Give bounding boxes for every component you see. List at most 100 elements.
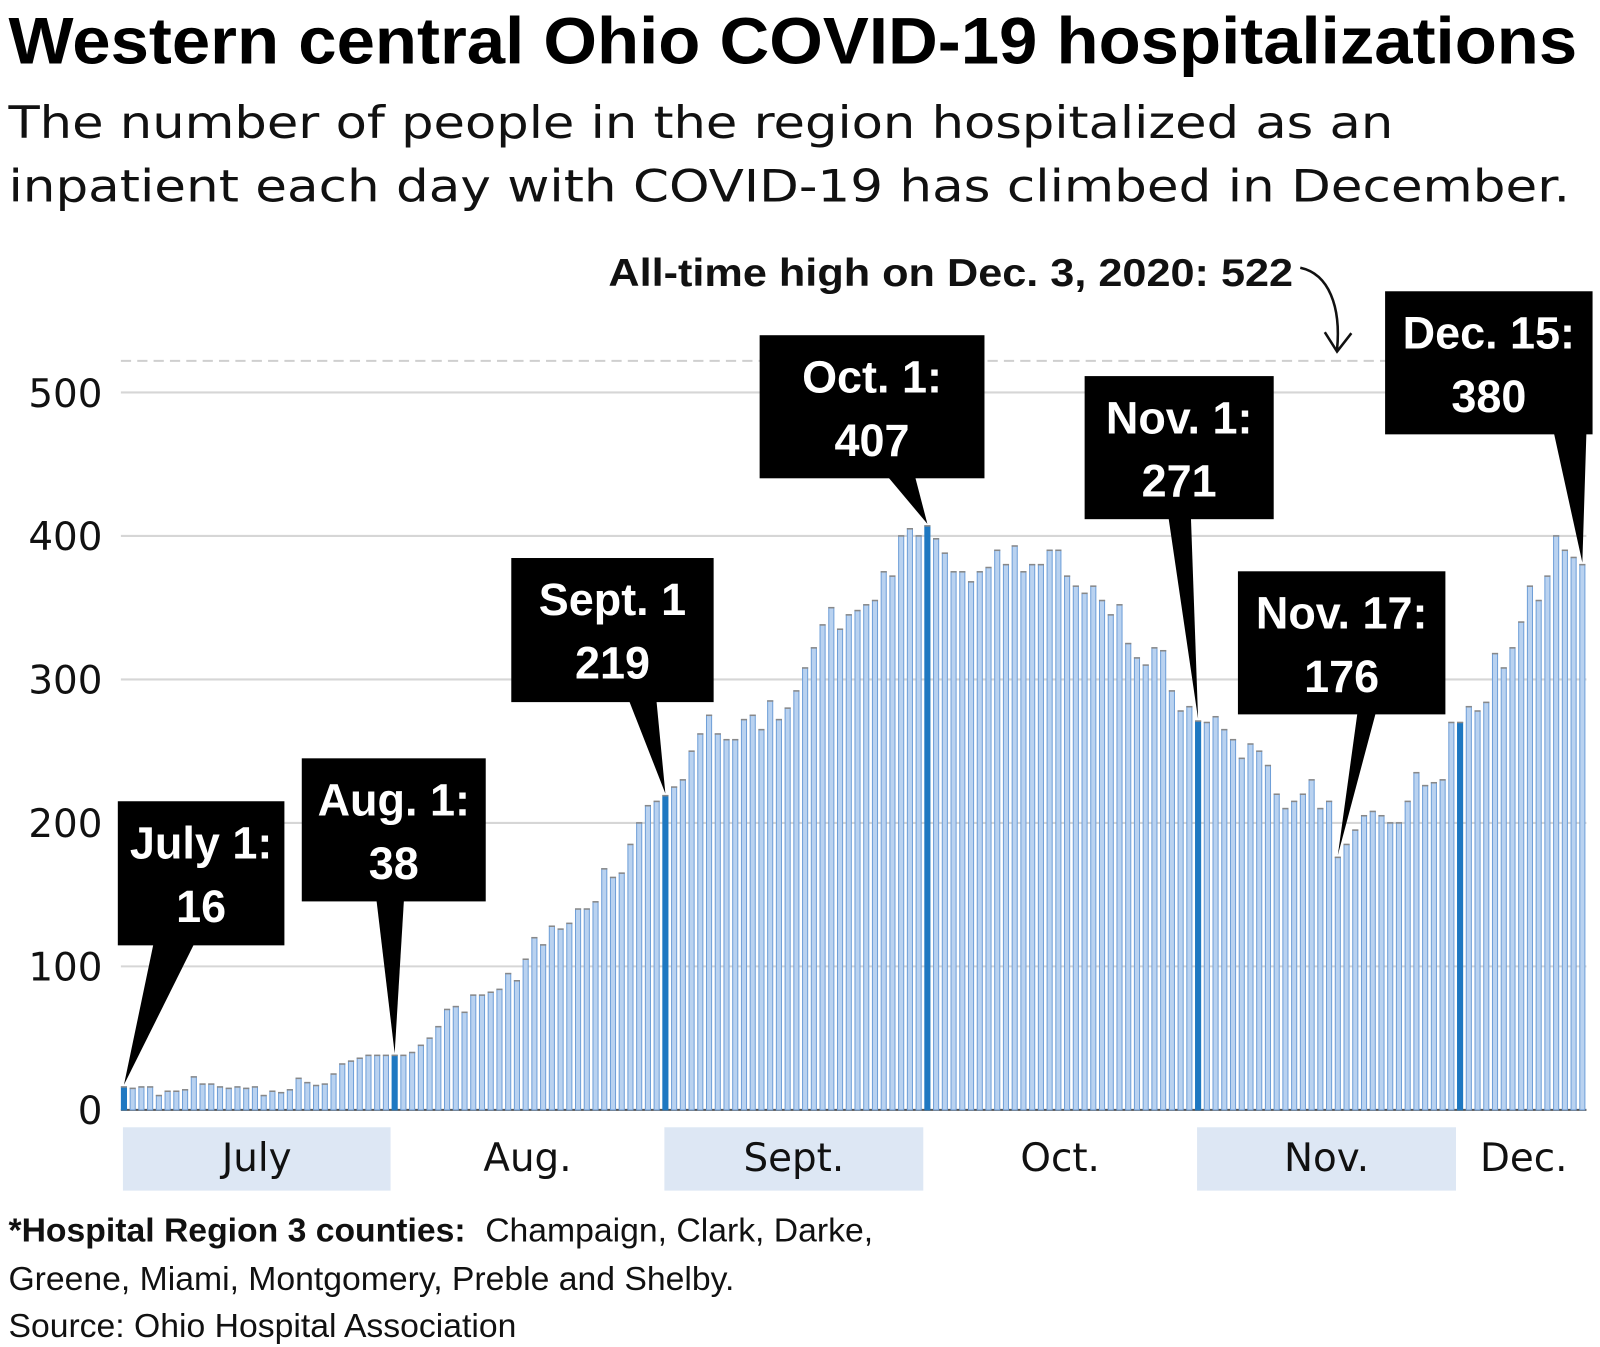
bar: [583, 908, 590, 1111]
bar: [767, 700, 774, 1111]
month-label: July: [219, 1136, 292, 1181]
callout-box: [1237, 571, 1446, 715]
bar: [1273, 793, 1280, 1111]
bar: [1378, 815, 1385, 1111]
bar: [1535, 599, 1542, 1111]
callout-date: July 1:: [130, 817, 272, 868]
bar: [409, 1051, 416, 1111]
bar: [129, 1087, 136, 1111]
bar: [662, 795, 669, 1111]
bar: [540, 944, 547, 1111]
bar: [155, 1095, 162, 1111]
bar: [1422, 785, 1429, 1111]
bar: [1439, 779, 1446, 1111]
bar: [120, 1086, 128, 1111]
bar: [775, 719, 782, 1111]
bar: [854, 610, 861, 1111]
bar: [347, 1060, 355, 1111]
bar: [889, 575, 896, 1111]
bar: [828, 607, 835, 1111]
bar: [1483, 701, 1490, 1111]
bar: [461, 1011, 468, 1111]
bar: [1448, 721, 1455, 1111]
bar: [1369, 810, 1376, 1111]
bar: [1160, 650, 1167, 1111]
bar: [723, 739, 730, 1111]
bar: [147, 1086, 154, 1111]
callout-pointer: [376, 899, 404, 1054]
callout-value: 16: [176, 881, 226, 932]
bar: [1299, 793, 1306, 1111]
bar: [671, 786, 678, 1111]
bar: [985, 566, 992, 1111]
bar: [1509, 647, 1516, 1111]
bar: [470, 994, 477, 1111]
bar: [1081, 592, 1088, 1111]
bar: [906, 528, 913, 1111]
chart-title: Western central Ohio COVID-19 hospitaliz…: [8, 4, 1577, 77]
callout-pointer: [887, 476, 928, 524]
callout-pointer: [123, 943, 195, 1085]
bar: [417, 1044, 424, 1111]
bar: [1037, 564, 1044, 1111]
month-label: Oct.: [1020, 1136, 1099, 1181]
bar: [164, 1090, 171, 1111]
bar: [845, 614, 852, 1111]
bar: [1151, 647, 1158, 1111]
bar: [1046, 549, 1053, 1111]
month-label: Aug.: [483, 1136, 571, 1181]
footnote-line-1: *Hospital Region 3 counties: Champaign, …: [8, 1212, 873, 1250]
counties-list-1: Champaign, Clark, Darke,: [485, 1212, 873, 1250]
bar: [400, 1054, 407, 1111]
callout-date: Nov. 1:: [1106, 392, 1253, 443]
bar: [880, 571, 887, 1111]
callout-date: Oct. 1:: [802, 351, 942, 402]
bar: [1256, 750, 1263, 1111]
footnote-line-2: Greene, Miami, Montgomery, Preble and Sh…: [8, 1260, 734, 1298]
bar: [435, 1026, 442, 1111]
bar: [1544, 575, 1551, 1111]
bar: [1291, 800, 1298, 1111]
bar: [749, 714, 756, 1111]
bar: [1195, 720, 1202, 1111]
bar: [208, 1083, 215, 1111]
bar: [1072, 585, 1079, 1111]
bar: [758, 729, 765, 1111]
bar: [1020, 571, 1027, 1111]
bar: [138, 1086, 145, 1111]
bar: [836, 628, 844, 1111]
bar: [295, 1077, 302, 1111]
bar: [505, 973, 512, 1111]
curved-arrow-icon: [1299, 266, 1340, 350]
callout-date: Dec. 15:: [1403, 308, 1575, 359]
bar: [732, 739, 739, 1111]
bar: [278, 1092, 285, 1111]
bar: [173, 1090, 180, 1111]
bar: [636, 822, 643, 1111]
bar: [304, 1082, 311, 1111]
month-band: [122, 1127, 391, 1191]
bar: [426, 1037, 433, 1111]
bar: [644, 805, 651, 1111]
bar: [697, 733, 704, 1111]
bar: [740, 719, 748, 1111]
bar: [522, 958, 529, 1111]
bar: [487, 991, 494, 1111]
bar: [601, 868, 608, 1111]
bar: [216, 1086, 224, 1111]
bar: [382, 1054, 389, 1111]
callout-value: 380: [1451, 371, 1526, 422]
bar: [190, 1076, 197, 1111]
callout-pointer: [1337, 712, 1376, 856]
bar: [443, 1008, 451, 1111]
bar: [627, 843, 634, 1111]
bar: [1395, 822, 1403, 1111]
bar: [1326, 800, 1333, 1111]
bar: [1430, 782, 1437, 1111]
bar: [321, 1083, 328, 1111]
bar: [1570, 556, 1577, 1111]
callout-value: 176: [1304, 651, 1379, 702]
bar: [330, 1073, 337, 1111]
bar: [898, 535, 905, 1111]
bar: [513, 980, 520, 1111]
